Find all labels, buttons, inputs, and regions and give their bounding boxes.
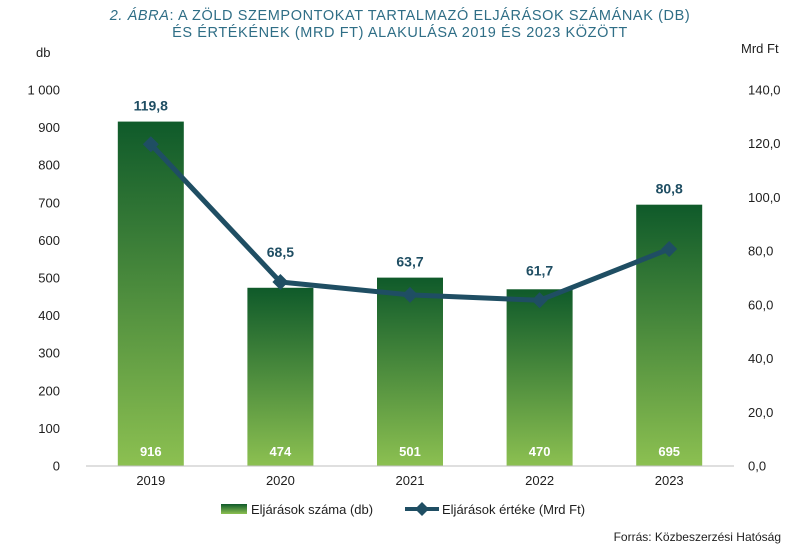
legend-label-line: Eljárások értéke (Mrd Ft) — [442, 502, 585, 517]
line-point-marker — [142, 136, 159, 153]
right-tick-label: 100,0 — [748, 190, 781, 205]
right-tick-label: 120,0 — [748, 136, 781, 151]
left-tick-label: 100 — [38, 421, 60, 436]
left-tick-label: 800 — [38, 158, 60, 173]
bar — [117, 121, 184, 467]
chart-title-rest: : A ZÖLD SZEMPONTOKAT TARTALMAZÓ ELJÁRÁS… — [170, 6, 691, 24]
x-tick-label: 2021 — [396, 473, 425, 488]
left-tick-label: 400 — [38, 308, 60, 323]
x-tick-label: 2023 — [655, 473, 684, 488]
line-value-label: 63,7 — [396, 254, 423, 270]
line-point-marker — [531, 292, 548, 309]
x-axis-ticks: 2019 2020 2021 2022 2023 — [136, 473, 683, 488]
left-tick-label: 200 — [38, 383, 60, 398]
legend-swatch-bars — [221, 504, 247, 514]
bar-value-label: 695 — [658, 444, 680, 459]
legend: Eljárások száma (db) Eljárások értéke (M… — [221, 502, 585, 517]
line-series: 119,8 68,5 63,7 61,7 80,8 — [134, 98, 683, 309]
x-tick-label: 2019 — [136, 473, 165, 488]
bar-value-label: 470 — [529, 444, 551, 459]
line-value-label: 68,5 — [267, 244, 294, 260]
bar — [506, 289, 573, 466]
x-tick-label: 2020 — [266, 473, 295, 488]
right-tick-label: 140,0 — [748, 83, 781, 98]
line-value-label: 119,8 — [134, 98, 168, 114]
left-tick-label: 500 — [38, 271, 60, 286]
line-point-marker — [402, 286, 418, 303]
right-tick-label: 20,0 — [748, 405, 773, 420]
left-axis-unit: db — [36, 45, 50, 60]
right-axis-ticks: 0,0 20,0 40,0 60,0 80,0 100,0 120,0 140,0 — [748, 83, 781, 474]
legend-label-bars: Eljárások száma (db) — [251, 502, 373, 517]
left-tick-label: 600 — [38, 233, 60, 248]
left-tick-label: 900 — [38, 120, 60, 135]
line-value-label: 80,8 — [656, 181, 683, 197]
source-note: Forrás: Közbeszerzési Hatóság — [614, 530, 781, 544]
legend-marker-diamond — [415, 502, 429, 516]
bar-value-label: 474 — [270, 444, 292, 459]
bar-value-label: 916 — [140, 444, 162, 459]
left-tick-label: 300 — [38, 346, 60, 361]
bar — [377, 277, 443, 466]
right-tick-label: 60,0 — [748, 297, 773, 312]
series-line — [148, 141, 672, 303]
left-tick-label: 0 — [53, 459, 60, 474]
line-value-label: 61,7 — [526, 262, 553, 278]
right-tick-label: 80,0 — [748, 244, 773, 259]
left-tick-label: 700 — [38, 195, 60, 210]
left-axis-ticks: 0 100 200 300 400 500 600 700 800 900 1 000 — [27, 83, 60, 474]
chart-title-line1: 2. ÁBRA: A ZÖLD SZEMPONTOKAT TARTALMAZÓ … — [109, 6, 691, 24]
left-tick-label: 1 000 — [27, 83, 60, 98]
chart-title-line2: ÉS ÉRTÉKÉNEK (MRD FT) ALAKULÁSA 2019 ÉS … — [172, 23, 628, 41]
right-tick-label: 40,0 — [748, 351, 773, 366]
x-tick-label: 2022 — [525, 473, 554, 488]
bar — [247, 287, 314, 466]
line-point-marker — [272, 274, 289, 291]
bar-series: 916 474 501 470 695 — [117, 121, 703, 467]
bar-value-label: 501 — [399, 444, 421, 459]
line-point-marker — [661, 240, 678, 257]
right-tick-label: 0,0 — [748, 459, 766, 474]
right-axis-unit: Mrd Ft — [741, 41, 779, 56]
chart-title-prefix: 2. ÁBRA — [109, 7, 170, 24]
